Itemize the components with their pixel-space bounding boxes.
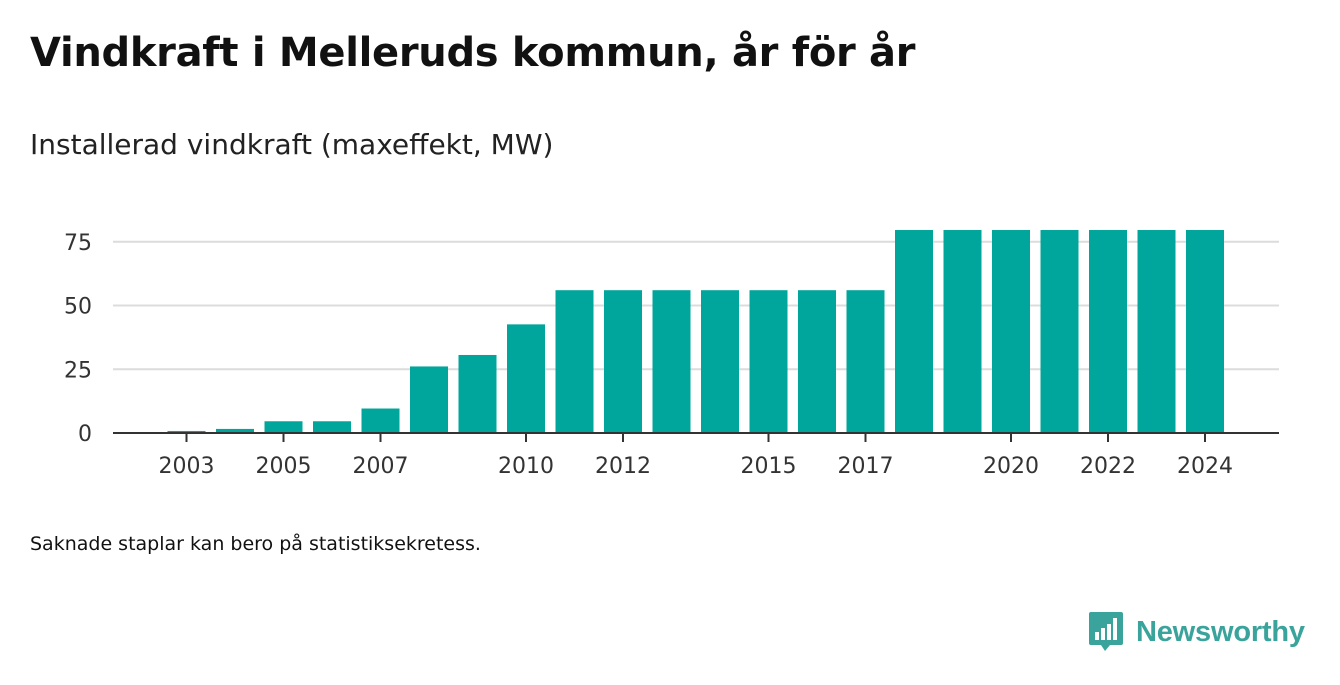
bar-2024 xyxy=(1186,230,1224,433)
y-tick-label: 25 xyxy=(64,358,92,383)
newsworthy-logo-icon xyxy=(1089,612,1123,651)
bars xyxy=(167,230,1224,433)
x-tick-label: 2010 xyxy=(498,454,554,479)
chart-subtitle: Installerad vindkraft (maxeffekt, MW) xyxy=(30,128,554,161)
x-tick-label: 2022 xyxy=(1080,454,1136,479)
x-tick-label: 2005 xyxy=(256,454,312,479)
x-tick-label: 2012 xyxy=(595,454,651,479)
x-tick-label: 2017 xyxy=(838,454,894,479)
brand-name: Newsworthy xyxy=(1136,615,1305,648)
bar-2018 xyxy=(895,230,933,433)
bar-2009 xyxy=(458,354,497,433)
x-tick-label: 2007 xyxy=(353,454,409,479)
bar-2004 xyxy=(216,428,254,433)
bar-2017 xyxy=(846,290,885,433)
bar-2006 xyxy=(313,421,351,433)
x-axis xyxy=(113,432,1279,442)
bar-2016 xyxy=(798,290,836,433)
bar-2022 xyxy=(1089,230,1127,433)
x-tick-label: 2003 xyxy=(159,454,215,479)
x-tick-label: 2015 xyxy=(741,454,797,479)
x-tick-label: 2020 xyxy=(983,454,1039,479)
bar-2010 xyxy=(507,324,545,433)
chart-title: Vindkraft i Melleruds kommun, år för år xyxy=(30,30,916,76)
bar-2014 xyxy=(701,290,739,433)
bar-2015 xyxy=(749,290,788,433)
bar-2012 xyxy=(604,290,642,433)
bar-2023 xyxy=(1137,230,1176,433)
y-tick-label: 50 xyxy=(64,295,92,320)
bar-2007 xyxy=(361,408,400,433)
tick-labels: 0 25 50 75 2003 2005 2007 2010 2012 2015 2017 2020 2… xyxy=(64,231,1233,479)
bar-2003 xyxy=(167,430,206,433)
y-tick-label: 0 xyxy=(78,422,92,447)
bar-chart: 0 25 50 75 2003 2005 2007 2010 2012 2015 2017 2020 2… xyxy=(64,230,1279,479)
bar-2019 xyxy=(943,230,982,433)
bar-2005 xyxy=(264,421,303,433)
bar-2013 xyxy=(652,290,691,433)
y-tick-label: 75 xyxy=(64,231,92,256)
gridlines xyxy=(113,240,1279,371)
bar-2008 xyxy=(410,366,448,433)
footnote: Saknade staplar kan bero på statistiksek… xyxy=(30,533,481,555)
brand-logo[interactable]: Newsworthy xyxy=(1088,610,1305,654)
bar-2020 xyxy=(992,230,1030,433)
bar-2011 xyxy=(555,290,594,433)
x-tick-label: 2024 xyxy=(1177,454,1233,479)
bar-2021 xyxy=(1040,230,1079,433)
